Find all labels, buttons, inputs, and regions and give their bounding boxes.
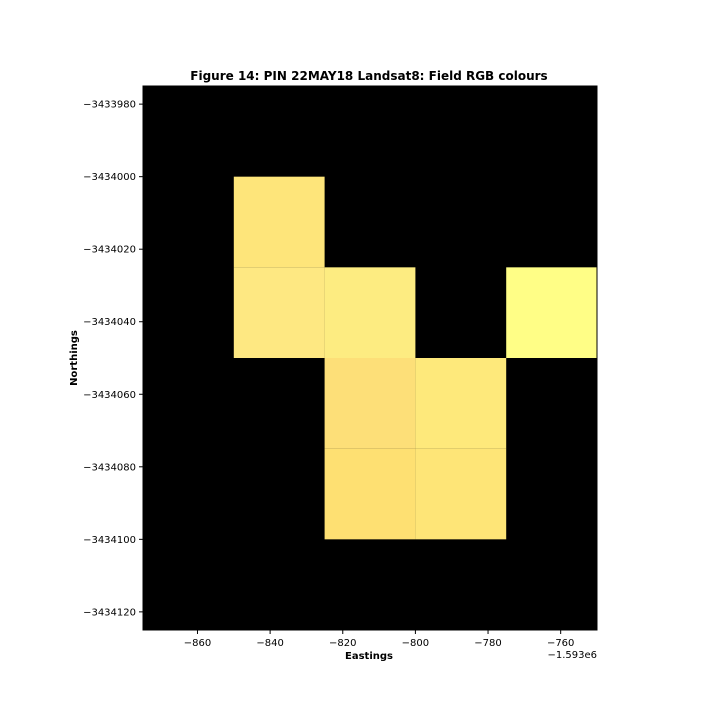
x-axis-offset-label: −1.593e6 xyxy=(547,650,597,661)
x-tick-label: −840 xyxy=(256,638,283,649)
cells-group xyxy=(233,176,597,540)
y-axis-label: Northings xyxy=(69,330,80,386)
chart-title: Figure 14: PIN 22MAY18 Landsat8: Field R… xyxy=(190,69,547,83)
cell-1 xyxy=(233,267,325,358)
cell-4 xyxy=(324,358,416,449)
y-tick-label: −3434000 xyxy=(83,172,136,183)
y-axis-ticks: −3433980 −3434000 −3434020 −3434040 −3434060… xyxy=(83,100,143,618)
y-tick-label: −3433980 xyxy=(83,100,136,111)
y-tick-label: −3434060 xyxy=(83,390,136,401)
cell-0 xyxy=(233,176,325,268)
cell-7 xyxy=(415,448,507,540)
x-tick-label: −860 xyxy=(184,638,211,649)
cell-3 xyxy=(506,267,597,358)
x-axis-ticks: −860 −840 −820 −800 −780 −760 xyxy=(184,630,574,649)
y-tick-label: −3434100 xyxy=(83,535,136,546)
x-tick-label: −760 xyxy=(547,638,574,649)
y-tick-label: −3434080 xyxy=(83,462,136,473)
y-tick-label: −3434020 xyxy=(83,245,136,256)
x-axis-label: Eastings xyxy=(345,651,393,662)
y-tick-label: −3434040 xyxy=(83,317,136,328)
y-tick-label: −3434120 xyxy=(83,607,136,618)
cell-6 xyxy=(324,448,416,540)
cell-2 xyxy=(324,267,416,358)
x-tick-label: −800 xyxy=(402,638,429,649)
cell-5 xyxy=(415,358,507,449)
plot-frame xyxy=(142,85,598,631)
x-tick-label: −780 xyxy=(474,638,501,649)
x-tick-label: −820 xyxy=(329,638,356,649)
